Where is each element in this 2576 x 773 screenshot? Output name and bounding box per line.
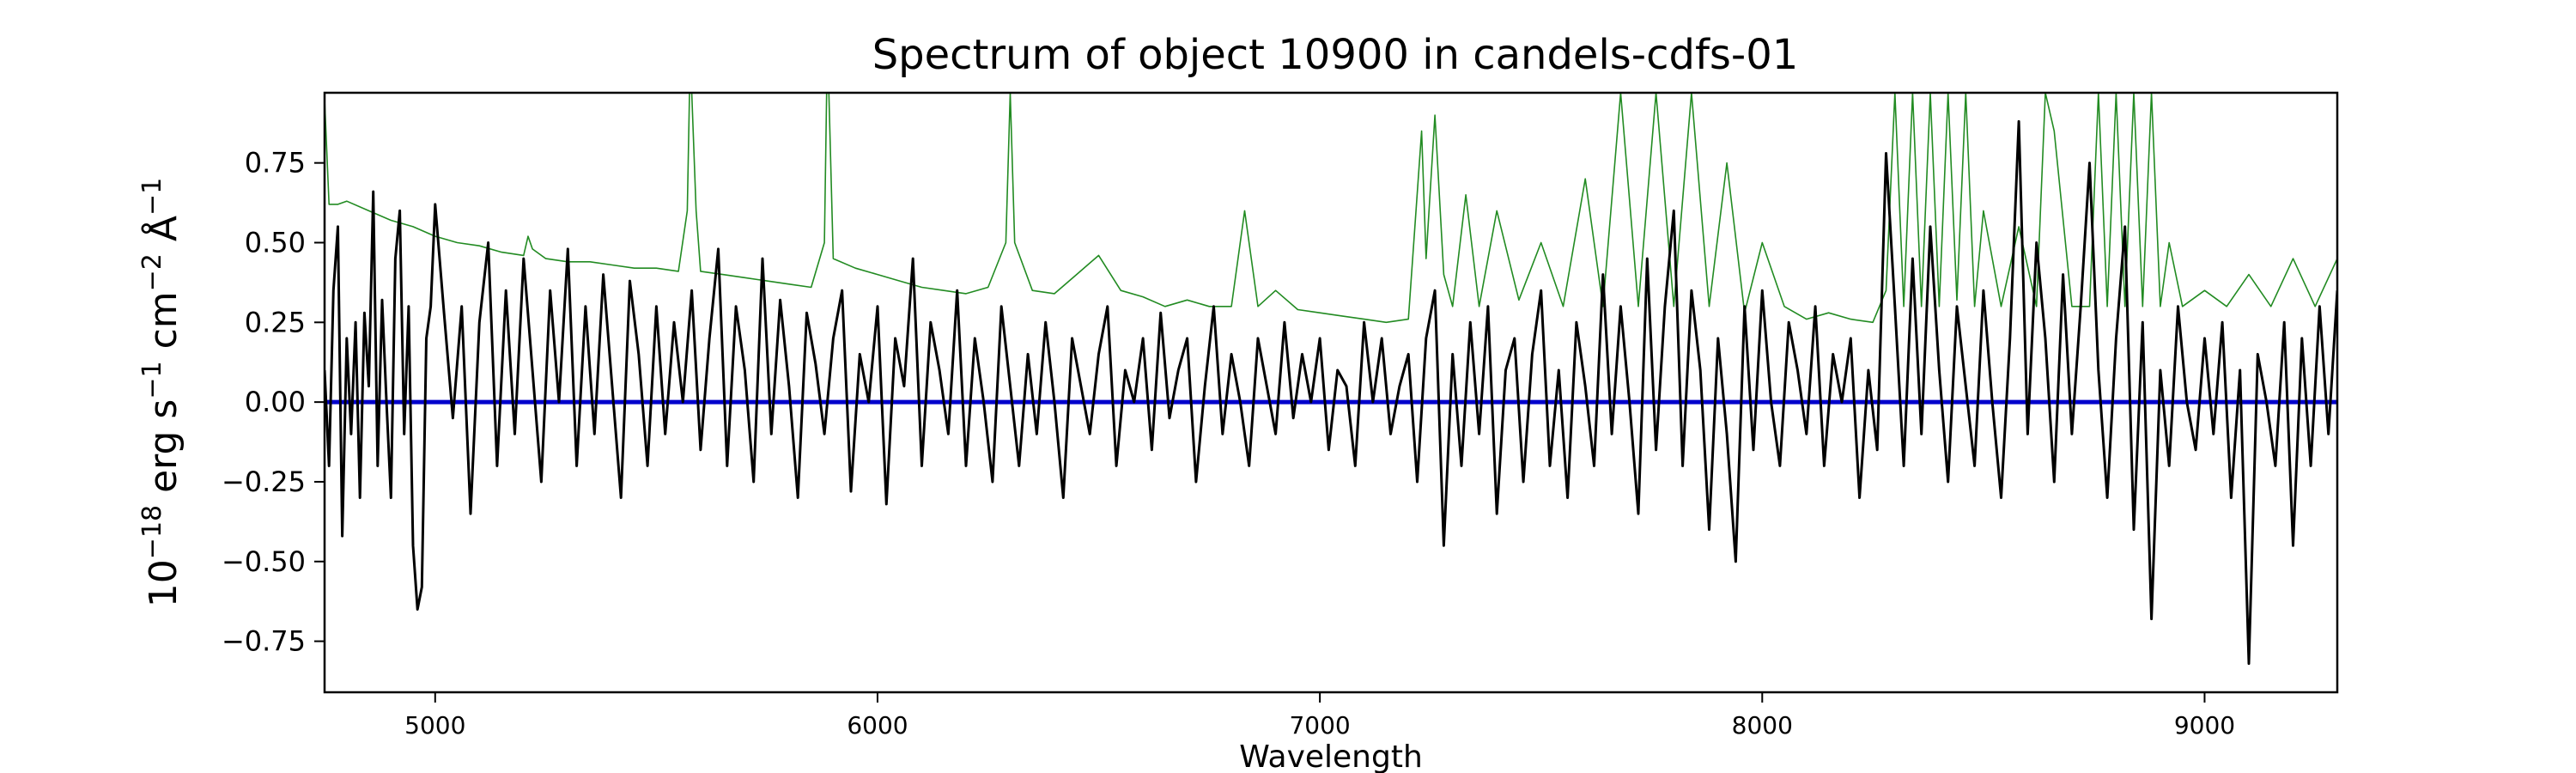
x-tick-label: 7000 <box>1289 711 1350 740</box>
plot-frame <box>323 91 2339 694</box>
x-axis: 5000 6000 7000 8000 9000 <box>404 692 2235 740</box>
ylabel-exp-cm: −2 <box>137 253 167 291</box>
ylabel-exp: −18 <box>137 505 167 559</box>
y-tick-label: 0.00 <box>245 386 306 418</box>
y-tick-label: 0.25 <box>245 306 306 338</box>
y-tick-label: −0.50 <box>222 545 306 578</box>
plot-lines <box>325 93 2337 666</box>
ylabel-exp-s: −1 <box>137 361 167 399</box>
x-tick-label: 8000 <box>1732 711 1793 740</box>
x-tick-label: 6000 <box>847 711 908 740</box>
chart-title: Spectrum of object 10900 in candels-cdfs… <box>872 31 1799 79</box>
ylabel-exp-ang: −1 <box>137 178 167 216</box>
y-axis: −0.75 −0.50 −0.25 0.00 0.25 0.50 0.75 <box>222 147 325 658</box>
y-tick-label: 0.50 <box>245 227 306 259</box>
y-tick-label: −0.75 <box>222 625 306 658</box>
y-tick-label: 0.75 <box>245 147 306 180</box>
series-line-flux <box>325 119 2337 666</box>
ylabel-unit-cm: cm <box>142 291 185 361</box>
x-tick-label: 5000 <box>404 711 465 740</box>
x-axis-label: Wavelength <box>1239 740 1423 773</box>
y-axis-label: 10−18 erg s−1 cm−2 Å−1 <box>137 178 185 607</box>
ylabel-base: 10 <box>142 559 185 607</box>
ylabel-unit-ang: Å <box>140 216 185 253</box>
ylabel-unit-s: erg s <box>142 399 185 505</box>
y-tick-label: −0.25 <box>222 466 306 498</box>
series-line-error <box>325 93 2337 324</box>
x-tick-label: 9000 <box>2174 711 2235 740</box>
